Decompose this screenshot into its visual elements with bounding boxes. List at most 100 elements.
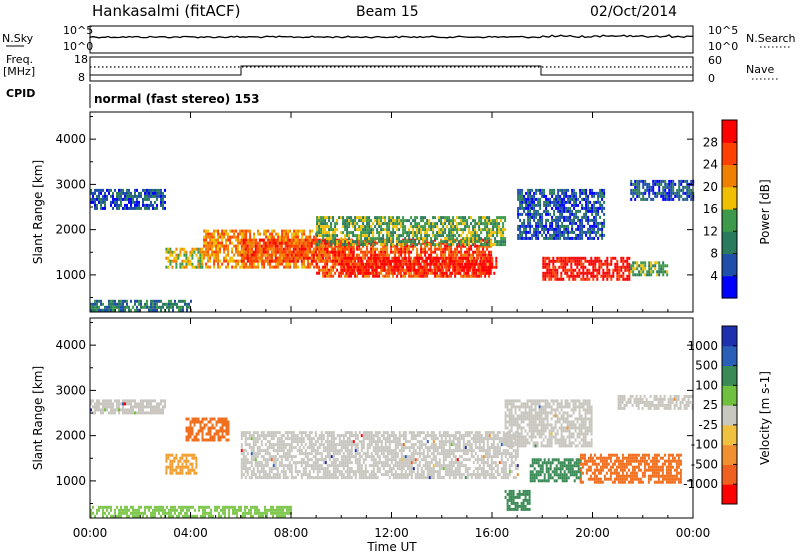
freq-panel-frame bbox=[89, 56, 694, 82]
colorbar-tick-label: 25 bbox=[703, 398, 718, 412]
colorbar-tick-label: 20 bbox=[703, 180, 718, 194]
data-region-0 bbox=[90, 188, 166, 210]
colorbar-tick-label: 500 bbox=[695, 359, 718, 373]
velocity-colorbar-label: Velocity [m s-1] bbox=[758, 371, 772, 465]
cpid-text: normal (fast stereo) 153 bbox=[94, 92, 260, 106]
velocity-panel: 1000 2000 3000 4000 00:00 04:00 08:00 12:00 16:0… bbox=[55, 317, 711, 540]
ytick-label: 4000 bbox=[55, 132, 86, 146]
ytick-label: 2000 bbox=[55, 223, 86, 237]
power-colorbar: 4 8 12 16 20 24 28 bbox=[703, 119, 738, 299]
date-title: 02/Oct/2014 bbox=[590, 4, 677, 20]
colorbar-tick-label: 100 bbox=[695, 378, 718, 392]
freq-tick-top: 18 bbox=[74, 53, 88, 66]
ytick-label: 1000 bbox=[55, 268, 86, 282]
data-region-5 bbox=[341, 256, 498, 275]
colorbar-tick-label: 28 bbox=[703, 135, 718, 149]
data-region-3 bbox=[617, 394, 694, 410]
colorbar-segment bbox=[722, 120, 737, 143]
colorbar-segment bbox=[722, 186, 737, 210]
colorbar-segment bbox=[722, 385, 737, 406]
data-region-11 bbox=[90, 299, 192, 312]
colorbar-segment bbox=[722, 231, 737, 255]
colorbar-segment bbox=[722, 405, 737, 426]
data-region-6 bbox=[529, 458, 582, 483]
colorbar-tick-label: -1000 bbox=[683, 477, 718, 491]
ytick-label: 3000 bbox=[55, 177, 86, 191]
xtick-label: 00:00 bbox=[676, 526, 711, 540]
cpid-label: CPID bbox=[6, 87, 35, 100]
data-region-2 bbox=[504, 399, 593, 448]
colorbar-frame bbox=[721, 325, 738, 505]
nave-trace bbox=[90, 65, 693, 76]
colorbar-segment bbox=[722, 164, 737, 188]
data-region-6 bbox=[316, 216, 507, 247]
colorbar-tick-label: -25 bbox=[698, 418, 718, 432]
xtick-label: 08:00 bbox=[274, 526, 309, 540]
data-region-7 bbox=[517, 188, 606, 240]
data-region-8 bbox=[542, 256, 631, 281]
xtick-label: 12:00 bbox=[374, 526, 409, 540]
colorbar-tick-label: 8 bbox=[710, 247, 718, 261]
colorbar-segment bbox=[722, 424, 737, 446]
colorbar-segment bbox=[722, 345, 737, 367]
colorbar-segment bbox=[722, 142, 737, 166]
data-region-9 bbox=[90, 505, 292, 518]
colorbar-segment bbox=[722, 484, 737, 505]
noise-tick-bottom-left: 10^0 bbox=[63, 40, 93, 53]
data-region-9 bbox=[630, 261, 669, 277]
data-region-1 bbox=[240, 431, 519, 480]
ytick-label: 2000 bbox=[55, 429, 86, 443]
colorbar-tick-label: 4 bbox=[710, 269, 718, 283]
colorbar-tick-label: 1000 bbox=[687, 339, 718, 353]
colorbar-segment bbox=[722, 275, 737, 299]
noise-panel-frame bbox=[89, 25, 694, 54]
xtick-label: 20:00 bbox=[575, 526, 610, 540]
data-region-0 bbox=[90, 399, 166, 415]
velocity-colorbar: -1000 -500 -100 -25 25 100 500 1000 bbox=[683, 325, 738, 505]
xaxis-title: Time UT bbox=[366, 540, 417, 554]
colorbar-segment bbox=[722, 464, 737, 485]
colorbar-tick-label: 12 bbox=[703, 224, 718, 238]
power-colorbar-label: Power [dB] bbox=[758, 179, 772, 244]
noise-tick-bottom-right: 10^0 bbox=[708, 40, 738, 53]
noise-sky-trace bbox=[89, 34, 694, 39]
power-ylabel: Slant Range [km] bbox=[31, 160, 45, 264]
colorbar-segment bbox=[722, 444, 737, 465]
data-region-8 bbox=[504, 489, 531, 511]
data-region-1 bbox=[165, 247, 204, 269]
ytick-label: 4000 bbox=[55, 338, 86, 352]
beam-title: Beam 15 bbox=[356, 4, 419, 20]
data-region-4 bbox=[165, 453, 198, 475]
colorbar-segment bbox=[722, 253, 737, 277]
freq-label: Freq. bbox=[6, 53, 33, 66]
colorbar-tick-label: 24 bbox=[703, 158, 718, 172]
colorbar-tick-label: 16 bbox=[703, 202, 718, 216]
noise-tick-top-left: 10^5 bbox=[63, 24, 93, 37]
xtick-label: 00:00 bbox=[73, 526, 108, 540]
data-region-7 bbox=[579, 453, 682, 484]
xtick-label: 16:00 bbox=[475, 526, 510, 540]
colorbar-tick-label: -100 bbox=[691, 438, 718, 452]
power-panel: 1000 2000 3000 4000 bbox=[55, 111, 695, 313]
colorbar-segment bbox=[722, 326, 737, 347]
nsearch-label: N.Search bbox=[746, 32, 796, 45]
data-region-5 bbox=[185, 417, 230, 442]
nave-tick-top: 60 bbox=[708, 54, 722, 67]
freq-tick-bottom: 8 bbox=[78, 71, 85, 84]
ytick-label: 3000 bbox=[55, 383, 86, 397]
colorbar-segment bbox=[722, 365, 737, 386]
xtick-label: 04:00 bbox=[173, 526, 208, 540]
velocity-ylabel: Slant Range [km] bbox=[31, 366, 45, 470]
station-title: Hankasalmi (fitACF) bbox=[92, 2, 240, 20]
colorbar-segment bbox=[722, 209, 737, 232]
colorbar-tick-label: -500 bbox=[691, 457, 718, 471]
nave-label: Nave bbox=[746, 63, 774, 76]
nave-tick-bottom: 0 bbox=[708, 72, 715, 85]
data-region-10 bbox=[630, 179, 695, 201]
plot-background bbox=[90, 318, 693, 518]
freq-unit: [MHz] bbox=[3, 65, 35, 78]
ytick-label: 1000 bbox=[55, 474, 86, 488]
noise-tick-top-right: 10^5 bbox=[708, 24, 738, 37]
nsky-label: N.Sky bbox=[2, 32, 34, 45]
